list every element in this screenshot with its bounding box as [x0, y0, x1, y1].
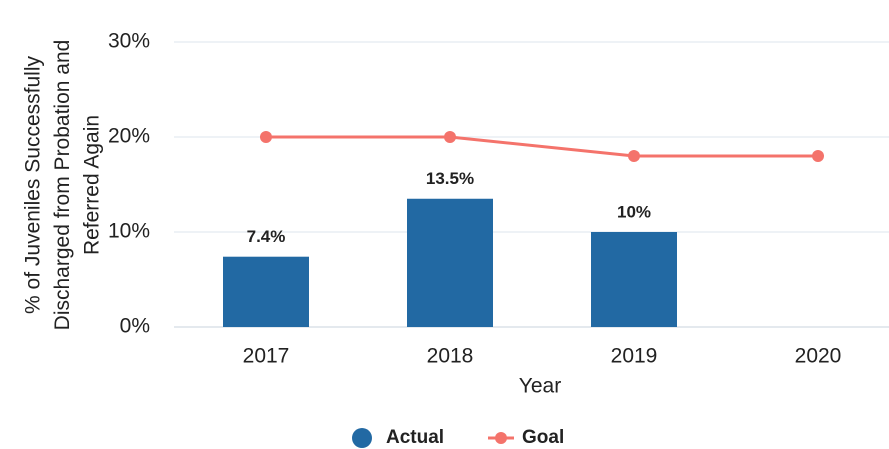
goal-point — [812, 150, 824, 162]
x-tick-label: 2018 — [427, 345, 474, 368]
goal-point — [260, 131, 272, 143]
goal-line — [266, 135, 818, 158]
x-tick-label: 2020 — [795, 345, 842, 368]
legend-label: Goal — [522, 427, 564, 448]
legend-marker — [495, 432, 507, 444]
legend-marker — [352, 428, 372, 448]
bar — [407, 198, 493, 327]
goal-point — [628, 150, 640, 162]
data-label: 13.5% — [426, 169, 474, 188]
y-tick-label: 20% — [108, 125, 150, 148]
x-tick-label: 2019 — [611, 345, 658, 368]
y-tick-label: 0% — [120, 315, 150, 338]
y-axis-label: Referred Again — [81, 115, 104, 255]
y-tick-label: 30% — [108, 30, 150, 53]
data-label: 7.4% — [247, 227, 286, 246]
bar — [591, 232, 677, 327]
y-axis-label: Discharged from Probation and — [51, 40, 74, 331]
goal-point — [444, 131, 456, 143]
x-tick-label: 2017 — [243, 345, 290, 368]
bar — [223, 256, 309, 327]
y-axis-label: % of Juveniles Successfully — [22, 56, 45, 314]
data-label: 10% — [617, 202, 651, 221]
x-axis-label: Year — [519, 375, 561, 398]
legend-label: Actual — [386, 427, 444, 448]
y-tick-label: 10% — [108, 220, 150, 243]
